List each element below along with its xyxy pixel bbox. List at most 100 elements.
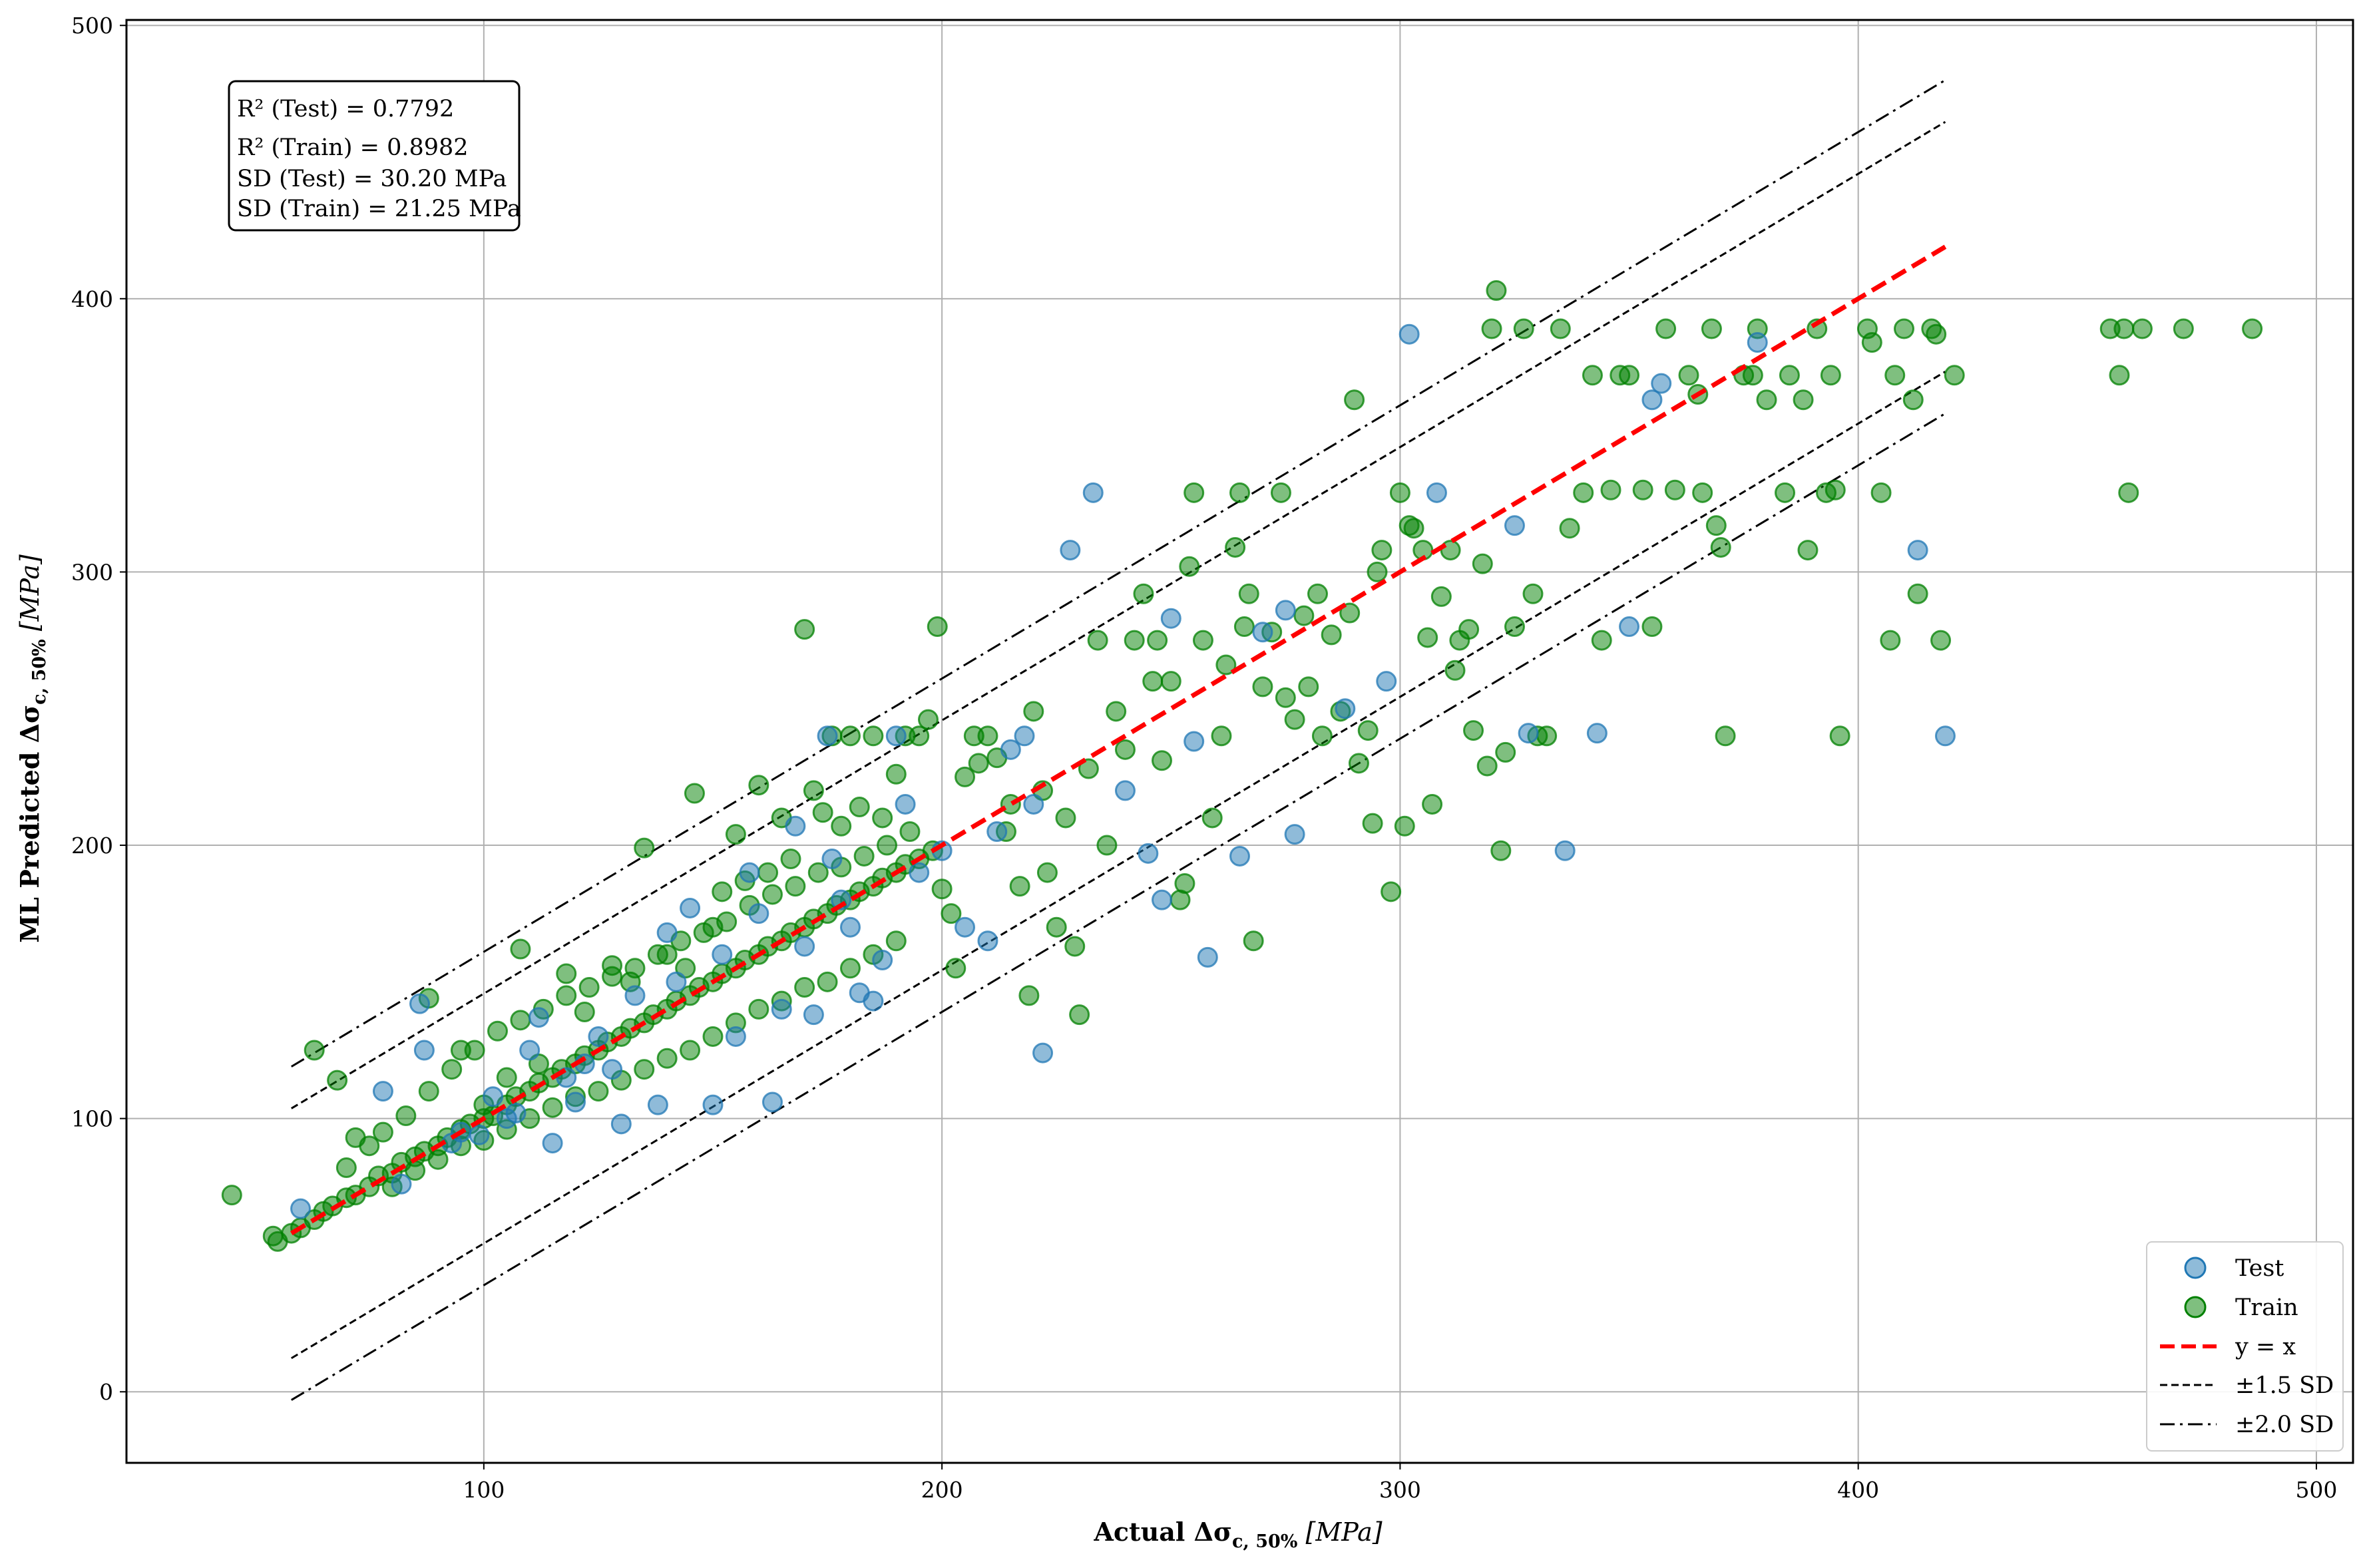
train-point — [1476, 755, 1498, 777]
train-point — [839, 725, 861, 747]
train-point — [1321, 624, 1342, 646]
x-tick-label: 400 — [1837, 1477, 1879, 1503]
train-point — [1293, 605, 1315, 626]
train-point — [803, 780, 824, 801]
train-point — [1490, 840, 1512, 861]
sd-train-text: SD (Train) = 21.25 MPa — [237, 196, 521, 222]
train-point — [335, 1157, 357, 1179]
train-point — [1715, 725, 1736, 747]
train-point — [556, 985, 577, 1006]
test-point — [505, 1102, 527, 1123]
train-point — [602, 955, 623, 976]
test-point — [1651, 373, 1672, 394]
train-point — [1756, 389, 1777, 411]
train-point — [1775, 482, 1796, 503]
train-point — [785, 876, 806, 897]
test-point — [1284, 824, 1305, 845]
train-point — [1381, 881, 1402, 902]
x-tick-label: 500 — [2295, 1477, 2337, 1503]
stats-annotation-box — [228, 80, 521, 232]
train-point — [941, 903, 962, 924]
train-point — [1179, 556, 1200, 577]
test-point — [872, 949, 893, 970]
test-point — [986, 821, 1008, 842]
train-point — [427, 1149, 449, 1170]
train-point — [1430, 586, 1452, 607]
train-point — [712, 881, 733, 902]
train-point — [680, 1040, 701, 1061]
train-point — [1655, 318, 1677, 339]
train-point — [1055, 807, 1076, 829]
test-point — [955, 916, 976, 938]
train-point — [372, 1121, 393, 1143]
test-point — [1586, 723, 1608, 744]
stats-annotation: R² (Test) = 0.7792 R² (Train) = 0.8982 S… — [228, 80, 521, 232]
train-point — [1142, 671, 1164, 692]
test-point — [602, 1059, 623, 1080]
train-point — [1046, 916, 1067, 938]
train-point — [899, 821, 921, 842]
test-point — [885, 725, 907, 747]
train-point — [1591, 630, 1612, 651]
train-point — [1348, 753, 1369, 774]
x-tick-label: 200 — [921, 1477, 963, 1503]
sd15-upper-line — [291, 120, 1946, 1109]
train-point — [977, 725, 998, 747]
test-point — [610, 1113, 632, 1135]
train-point — [702, 1026, 724, 1047]
test-point — [794, 936, 815, 957]
test-point — [1399, 323, 1420, 345]
reference-lines — [291, 79, 1946, 1401]
test-point — [469, 1124, 490, 1145]
legend-sd15-label: ±1.5 SD — [2235, 1372, 2334, 1399]
test-point — [771, 998, 792, 1020]
train-point — [1298, 676, 1319, 697]
test-point — [803, 1004, 824, 1026]
train-point — [748, 775, 769, 796]
test-point — [656, 922, 678, 943]
legend: Test Train y = x ±1.5 SD ±2.0 SD — [2146, 1241, 2344, 1452]
test-point — [528, 1007, 549, 1028]
test-point — [1747, 332, 1768, 353]
train-point — [1403, 518, 1424, 539]
train-point — [2113, 318, 2135, 339]
test-point — [1426, 482, 1447, 503]
train-point — [1151, 750, 1172, 771]
train-point — [877, 835, 898, 856]
train-point — [807, 862, 829, 883]
train-point — [1270, 482, 1291, 503]
train-point — [2118, 482, 2139, 503]
y-tick-label: 300 — [71, 559, 113, 585]
train-point — [1582, 365, 1603, 386]
test-point — [1151, 889, 1172, 910]
test-point — [702, 1094, 724, 1115]
train-point — [634, 837, 655, 859]
train-point — [221, 1185, 242, 1206]
train-point — [441, 1059, 463, 1080]
train-point — [1174, 873, 1195, 894]
test-point — [817, 725, 838, 747]
train-point — [702, 916, 724, 938]
train-point — [1192, 630, 1213, 651]
test-point — [1114, 780, 1136, 801]
train-point — [2109, 365, 2130, 386]
train-point — [1829, 725, 1850, 747]
train-point — [812, 802, 833, 823]
train-point — [1820, 365, 1841, 386]
train-point — [510, 1010, 531, 1031]
train-point — [1339, 602, 1361, 624]
test-point — [1000, 739, 1021, 760]
train-point — [450, 1040, 471, 1061]
train-point — [1238, 583, 1259, 604]
test-point — [1335, 698, 1356, 719]
test-point — [1060, 540, 1081, 561]
train-point — [1797, 540, 1819, 561]
train-point — [1481, 318, 1502, 339]
test-point — [1082, 482, 1104, 503]
train-point — [968, 753, 989, 774]
test-point — [372, 1081, 393, 1102]
train-point — [656, 944, 678, 965]
train-point — [1463, 720, 1484, 741]
train-point — [1311, 725, 1333, 747]
